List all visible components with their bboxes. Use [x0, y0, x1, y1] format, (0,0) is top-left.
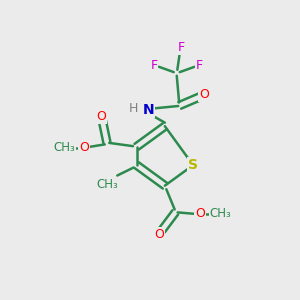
Text: O: O [79, 141, 89, 154]
Text: F: F [178, 41, 185, 54]
Text: S: S [188, 158, 198, 172]
Text: F: F [196, 59, 203, 72]
Text: O: O [199, 88, 209, 100]
Text: O: O [96, 110, 106, 123]
Text: CH₃: CH₃ [96, 178, 118, 191]
Text: O: O [195, 207, 205, 220]
Text: CH₃: CH₃ [54, 141, 76, 154]
Text: O: O [154, 228, 164, 241]
Text: F: F [150, 59, 158, 72]
Text: CH₃: CH₃ [210, 207, 232, 220]
Text: H: H [128, 102, 138, 115]
Text: N: N [143, 103, 154, 117]
